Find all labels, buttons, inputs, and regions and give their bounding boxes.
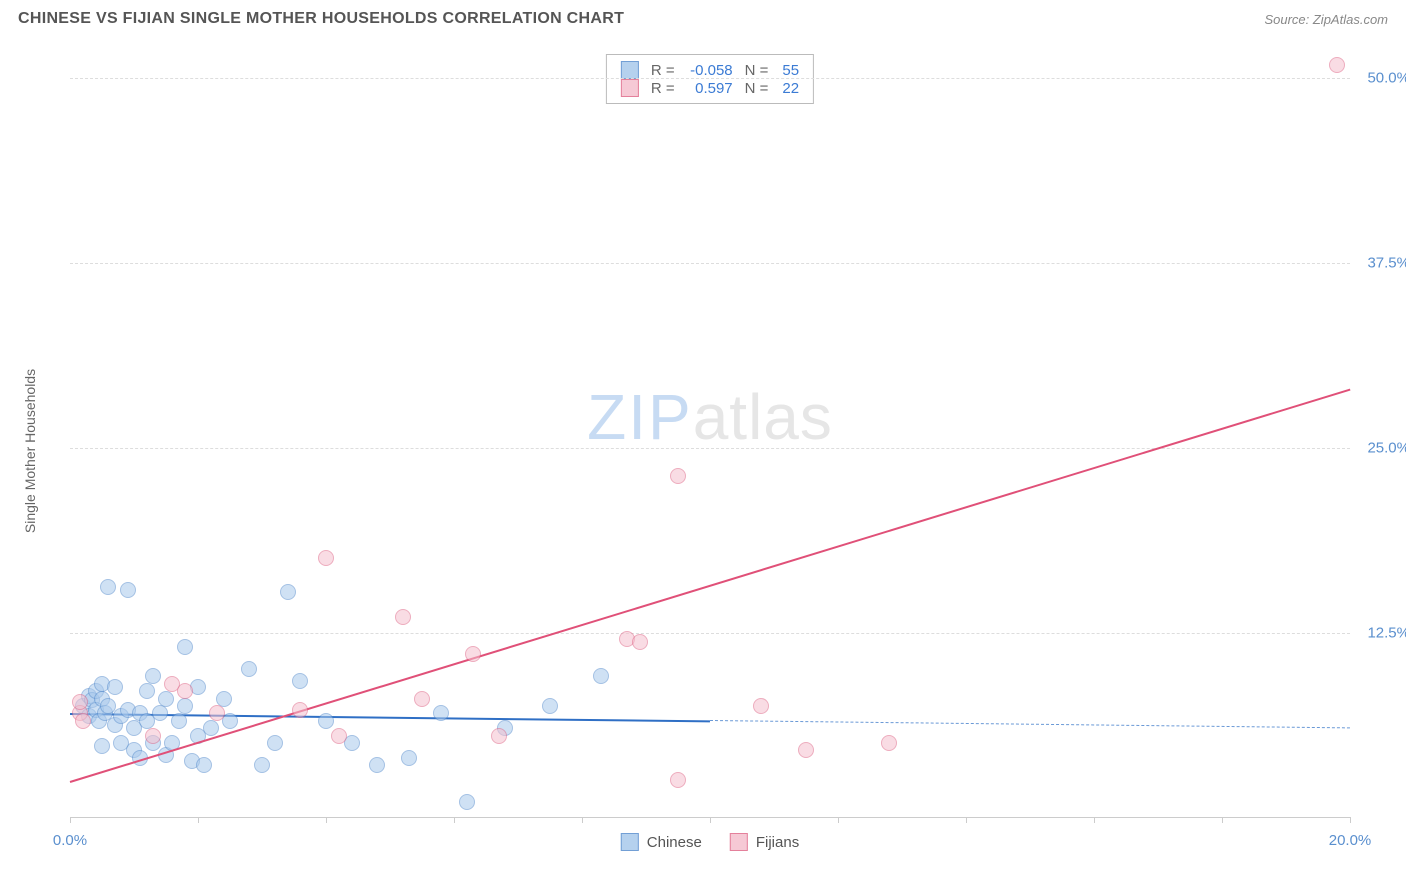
data-point (209, 705, 225, 721)
watermark-zip: ZIP (587, 381, 693, 453)
data-point (145, 728, 161, 744)
x-tick (966, 817, 967, 823)
data-point (292, 702, 308, 718)
data-point (670, 772, 686, 788)
n-label: N = (745, 62, 769, 79)
y-tick-label: 25.0% (1367, 439, 1406, 456)
data-point (177, 639, 193, 655)
data-point (401, 750, 417, 766)
data-point (254, 757, 270, 773)
data-point (216, 691, 232, 707)
data-point (414, 691, 430, 707)
data-point (94, 738, 110, 754)
x-tick (70, 817, 71, 823)
data-point (158, 691, 174, 707)
x-tick-label: 0.0% (53, 832, 87, 849)
data-point (369, 757, 385, 773)
x-tick (1222, 817, 1223, 823)
data-point (107, 679, 123, 695)
data-point (75, 713, 91, 729)
correlation-stats-box: R = -0.058 N = 55 R = 0.597 N = 22 (606, 54, 814, 104)
data-point (395, 609, 411, 625)
legend-label-fijians: Fijians (756, 834, 799, 851)
r-value-fijians: 0.597 (683, 80, 733, 97)
data-point (593, 668, 609, 684)
y-tick-label: 37.5% (1367, 254, 1406, 271)
data-point (433, 705, 449, 721)
chart-container: Single Mother Households ZIPatlas R = -0… (40, 48, 1390, 853)
swatch-chinese (621, 61, 639, 79)
data-point (459, 794, 475, 810)
n-value-chinese: 55 (782, 62, 799, 79)
chart-title: CHINESE VS FIJIAN SINGLE MOTHER HOUSEHOL… (18, 10, 624, 28)
x-tick (454, 817, 455, 823)
data-point (318, 550, 334, 566)
n-value-fijians: 22 (782, 80, 799, 97)
data-point (152, 705, 168, 721)
legend-swatch-fijians (730, 833, 748, 851)
n-label: N = (745, 80, 769, 97)
data-point (120, 582, 136, 598)
x-tick (582, 817, 583, 823)
chart-header: CHINESE VS FIJIAN SINGLE MOTHER HOUSEHOL… (0, 0, 1406, 32)
r-label: R = (651, 80, 675, 97)
stats-row-fijians: R = 0.597 N = 22 (621, 79, 799, 97)
x-tick (198, 817, 199, 823)
data-point (670, 468, 686, 484)
data-point (753, 698, 769, 714)
stats-row-chinese: R = -0.058 N = 55 (621, 61, 799, 79)
data-point (100, 579, 116, 595)
legend-label-chinese: Chinese (647, 834, 702, 851)
data-point (542, 698, 558, 714)
watermark-atlas: atlas (693, 381, 833, 453)
data-point (331, 728, 347, 744)
gridline-h (70, 263, 1350, 264)
data-point (465, 646, 481, 662)
data-point (267, 735, 283, 751)
gridline-h (70, 78, 1350, 79)
x-tick (710, 817, 711, 823)
data-point (203, 720, 219, 736)
plot-area: ZIPatlas R = -0.058 N = 55 R = 0.597 N =… (70, 48, 1350, 818)
legend-item-chinese: Chinese (621, 833, 702, 851)
y-tick-label: 50.0% (1367, 69, 1406, 86)
source-attribution: Source: ZipAtlas.com (1264, 12, 1388, 27)
data-point (632, 634, 648, 650)
data-point (196, 757, 212, 773)
gridline-h (70, 633, 1350, 634)
data-point (145, 668, 161, 684)
y-axis-label: Single Mother Households (22, 368, 38, 532)
data-point (280, 584, 296, 600)
data-point (1329, 57, 1345, 73)
r-value-chinese: -0.058 (683, 62, 733, 79)
x-tick-label: 20.0% (1329, 832, 1372, 849)
data-point (292, 673, 308, 689)
watermark: ZIPatlas (587, 380, 833, 454)
x-tick (1094, 817, 1095, 823)
data-point (177, 698, 193, 714)
x-tick (326, 817, 327, 823)
r-label: R = (651, 62, 675, 79)
x-tick (1350, 817, 1351, 823)
legend-item-fijians: Fijians (730, 833, 799, 851)
data-point (139, 683, 155, 699)
data-point (177, 683, 193, 699)
y-tick-label: 12.5% (1367, 624, 1406, 641)
data-point (72, 694, 88, 710)
x-tick (838, 817, 839, 823)
bottom-legend: Chinese Fijians (621, 833, 799, 851)
data-point (491, 728, 507, 744)
data-point (798, 742, 814, 758)
trend-line (710, 720, 1350, 728)
swatch-fijians (621, 79, 639, 97)
data-point (318, 713, 334, 729)
data-point (881, 735, 897, 751)
data-point (241, 661, 257, 677)
data-point (171, 713, 187, 729)
legend-swatch-chinese (621, 833, 639, 851)
